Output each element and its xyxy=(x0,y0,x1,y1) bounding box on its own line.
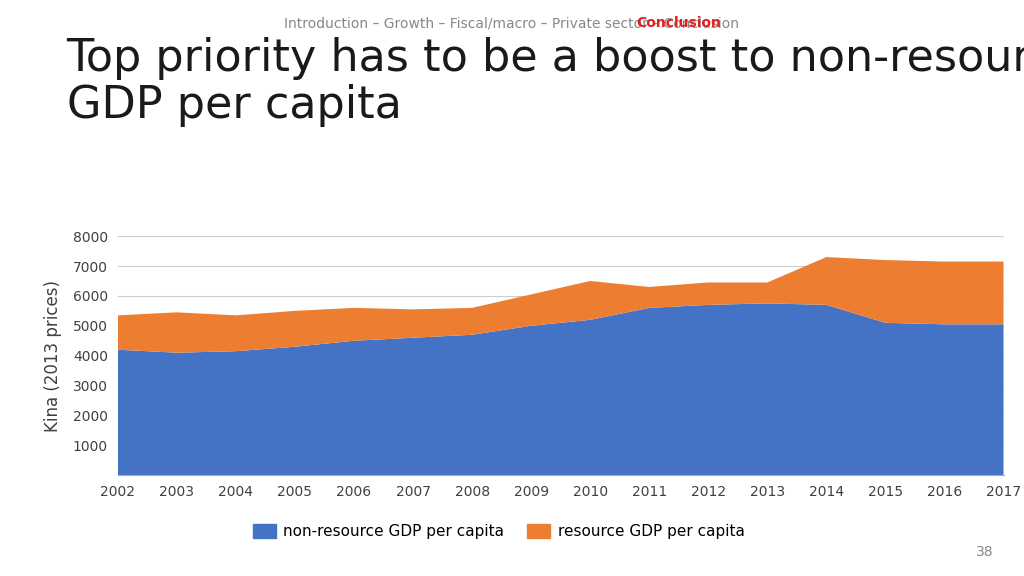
Text: Top priority has to be a boost to non-resource: Top priority has to be a boost to non-re… xyxy=(67,37,1024,81)
Text: GDP per capita: GDP per capita xyxy=(67,84,401,127)
Legend: non-resource GDP per capita, resource GDP per capita: non-resource GDP per capita, resource GD… xyxy=(253,524,744,539)
Text: 38: 38 xyxy=(976,545,993,559)
Text: Introduction – Growth – Fiscal/macro – Private sector – Conclusion: Introduction – Growth – Fiscal/macro – P… xyxy=(285,16,739,30)
Text: Conclusion: Conclusion xyxy=(636,16,721,30)
Y-axis label: Kina (2013 prices): Kina (2013 prices) xyxy=(44,280,61,431)
